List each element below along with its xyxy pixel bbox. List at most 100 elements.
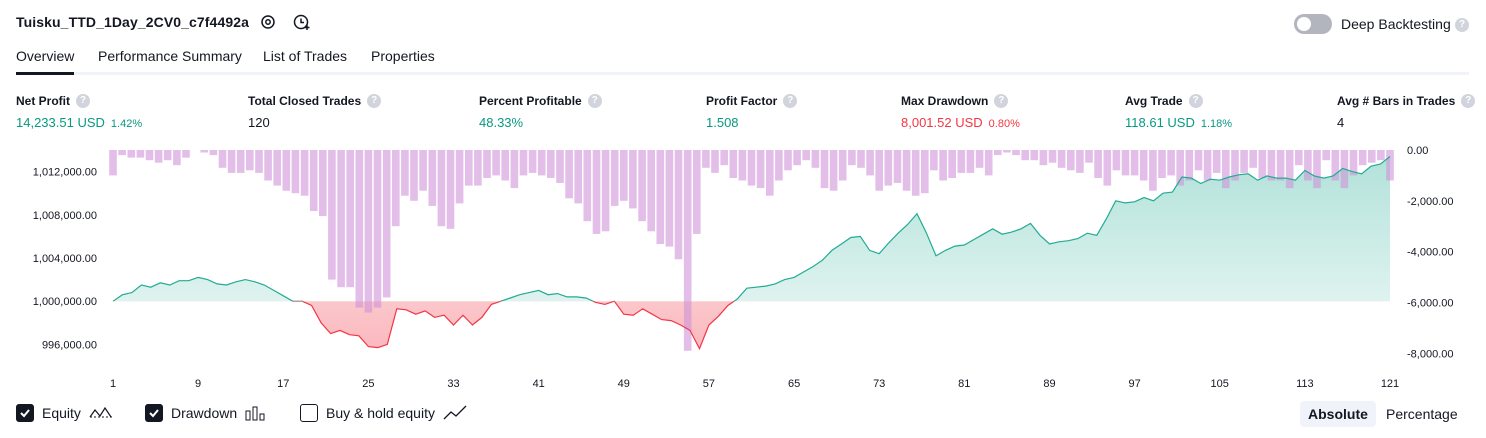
drawdown-bar [848,150,856,166]
info-icon[interactable]: ? [783,94,798,108]
drawdown-bar [629,150,637,209]
tab-properties[interactable]: Properties [371,48,435,64]
add-alert-clock-icon[interactable] [292,12,312,32]
settings-icon[interactable] [258,12,278,32]
tab-list-of-trades[interactable]: List of Trades [263,48,348,64]
right-axis-tick: -8,000.00 [1407,348,1453,360]
drawdown-bar [574,150,582,204]
metric-value-text: 14,233.51 USD [16,115,105,130]
drawdown-bar [683,150,692,351]
drawdown-bar [455,150,464,204]
info-icon[interactable]: ? [76,94,90,108]
equity-label: Equity [42,405,81,421]
drawdown-bar [410,150,418,201]
metric-label-text: Percent Profitable [479,94,582,108]
drawdown-bar [264,150,272,181]
left-axis-tick: 1,012,000.00 [33,167,97,179]
drawdown-bar [884,150,893,186]
drawdown-bar [118,150,126,156]
metric-value: 120 [248,115,381,130]
right-axis-tick: -6,000.00 [1407,298,1453,310]
drawdown-bar [419,150,427,191]
drawdown-bar [127,150,136,158]
metric-percent: 0.80% [988,118,1020,130]
x-axis-tick: 89 [1043,378,1055,390]
drawdown-checkbox[interactable] [145,404,163,422]
metric-max-drawdown: Max Drawdown? 8,001.52 USD 0.80% [901,94,1020,130]
drawdown-bar [209,150,218,156]
metric-label-text: Profit Factor [706,94,778,108]
drawdown-bar [747,150,756,186]
legend-equity[interactable]: Equity [16,404,113,422]
drawdown-bar [200,150,208,153]
info-icon[interactable]: ? [1461,94,1476,108]
tab-performance-summary[interactable]: Performance Summary [98,48,242,64]
drawdown-bar [255,150,263,173]
drawdown-bar [519,150,528,176]
drawdown-bar [1085,150,1093,163]
percentage-button[interactable]: Percentage [1386,406,1458,422]
deep-backtesting-toggle[interactable] [1294,14,1332,34]
drawdown-bar [1194,150,1203,171]
drawdown-bar [1112,150,1121,171]
drawdown-bar [592,150,601,234]
equity-checkbox[interactable] [16,404,34,422]
drawdown-bar [547,150,555,178]
drawdown-bar [1249,150,1257,168]
drawdown-bar [738,150,747,181]
drawdown-bar [337,150,345,288]
right-axis-tick: -2,000.00 [1407,196,1453,208]
info-icon[interactable]: ? [587,94,602,108]
metric-value: 118.61 USD 1.18% [1125,115,1232,130]
metric-label-text: Net Profit [16,94,70,108]
drawdown-bar [565,150,573,199]
tab-overview[interactable]: Overview [16,48,75,75]
drawdown-bar [309,150,318,211]
deep-backtesting-label: Deep Backtesting [1341,16,1451,32]
drawdown-bar [656,150,665,244]
strategy-title: Tuisku_TTD_1Day_2CV0_c7f4492a [16,14,249,30]
drawdown-bar [966,150,975,173]
drawdown-bar [291,150,300,194]
drawdown-bar [693,150,701,234]
drawdown-bar [838,150,847,181]
drawdown-bar [702,150,710,168]
drawdown-bar [446,150,455,229]
x-axis-tick: 81 [958,378,970,390]
drawdown-bar [282,150,291,191]
drawdown-bar [921,150,929,194]
equity-line-negative [113,301,736,351]
drawdown-bar [1167,150,1175,176]
metric-value-text: 8,001.52 USD [901,115,983,130]
tabs-divider [16,72,1469,75]
info-icon[interactable]: ? [994,94,1009,108]
drawdown-bar [647,150,655,232]
drawdown-bar [1377,150,1385,161]
drawdown-bar [875,150,883,191]
drawdown-bar [674,150,683,260]
x-axis-tick: 9 [195,378,201,390]
drawdown-bar [793,150,801,166]
drawdown-bar [437,150,446,227]
drawdown-bar [109,150,117,176]
absolute-button[interactable]: Absolute [1300,401,1376,427]
drawdown-bar [355,150,364,308]
legend-drawdown[interactable]: Drawdown [145,404,267,422]
legend-buy-hold-equity[interactable]: Buy & hold equity [300,404,467,422]
x-axis-tick: 33 [447,378,459,390]
equity-drawdown-chart: 1,012,000.00 1,008,000.00 1,004,000.00 1,00… [33,145,1454,390]
drawdown-bar [1285,150,1294,189]
deep-backtesting-help-icon[interactable]: ? [1455,18,1469,32]
x-axis-tick: 113 [1296,378,1314,390]
drawdown-bar [510,150,519,189]
metric-label-text: Avg Trade [1125,94,1183,108]
info-icon[interactable]: ? [367,94,382,108]
metric-avg-bars-in-trades: Avg # Bars in Trades? 4 [1337,94,1476,130]
drawdown-bar [1295,150,1303,166]
drawdown-bar [528,150,537,173]
metric-value-text: 118.61 USD [1125,115,1195,130]
drawdown-bar [601,150,610,232]
buy-hold-checkbox[interactable] [300,404,318,422]
info-icon[interactable]: ? [1188,94,1203,108]
drawdown-bar [154,150,163,163]
